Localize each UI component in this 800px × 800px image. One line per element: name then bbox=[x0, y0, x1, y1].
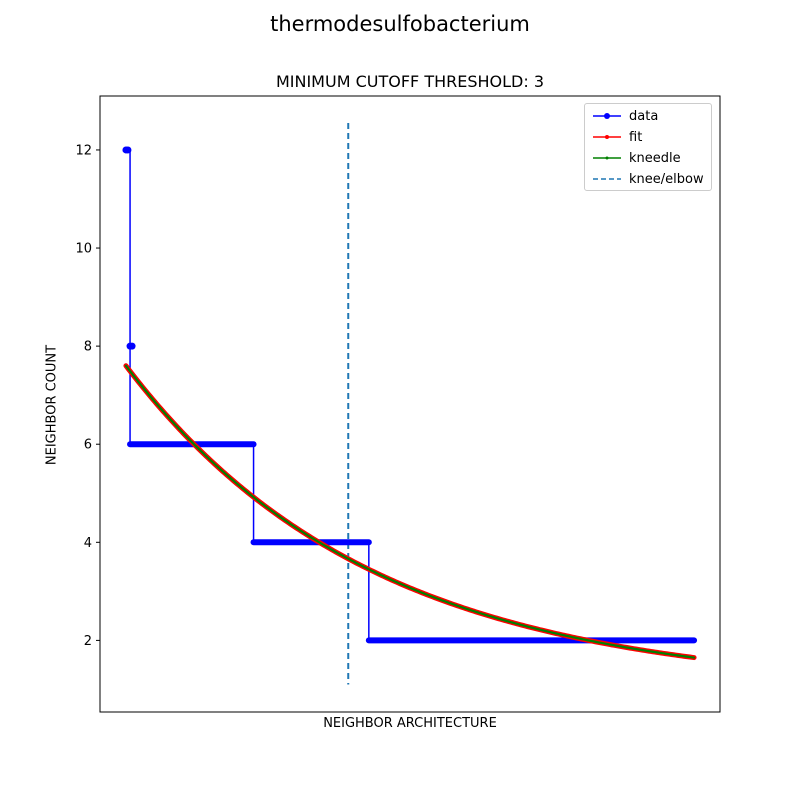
y-axis-label: NEIGHBOR COUNT bbox=[44, 344, 60, 466]
fit-series-layer bbox=[123, 363, 697, 661]
legend-swatch-knee bbox=[593, 178, 621, 180]
y-tick-label-10: 10 bbox=[75, 242, 92, 257]
data-point-level-8-b bbox=[128, 342, 136, 350]
data-point-level-12-b bbox=[124, 146, 132, 154]
legend-label-data: data bbox=[629, 108, 659, 124]
legend-swatch-kneedle bbox=[593, 156, 621, 160]
legend-swatch-fit bbox=[593, 135, 621, 139]
legend-label-fit: fit bbox=[629, 129, 643, 145]
legend-item-knee: knee/elbow bbox=[593, 170, 704, 188]
legend-label-knee: knee/elbow bbox=[629, 171, 704, 187]
kneedle-series-line bbox=[124, 364, 696, 659]
y-axis-ticks: 2 4 6 8 10 12 bbox=[75, 143, 100, 649]
figure-suptitle: thermodesulfobacterium bbox=[270, 12, 530, 36]
legend-item-kneedle: kneedle bbox=[593, 149, 681, 167]
legend-swatch-data bbox=[593, 113, 621, 119]
y-tick-label-6: 6 bbox=[84, 438, 92, 453]
x-axis-label: NEIGHBOR ARCHITECTURE bbox=[323, 716, 497, 731]
data-series-line bbox=[125, 149, 695, 642]
plot-area-frame bbox=[99, 95, 721, 713]
data-series-layer bbox=[122, 146, 698, 644]
legend: data fit kneedle knee/elbow bbox=[584, 103, 712, 191]
chart-title: MINIMUM CUTOFF THRESHOLD: 3 bbox=[275, 72, 545, 91]
legend-label-kneedle: kneedle bbox=[629, 150, 681, 166]
y-tick-label-8: 8 bbox=[84, 340, 92, 355]
fit-series-line bbox=[123, 363, 697, 661]
legend-item-data: data bbox=[593, 107, 658, 125]
y-tick-label-12: 12 bbox=[75, 143, 92, 158]
legend-item-fit: fit bbox=[593, 128, 642, 146]
y-tick-label-4: 4 bbox=[84, 536, 92, 551]
y-tick-label-2: 2 bbox=[84, 634, 92, 649]
